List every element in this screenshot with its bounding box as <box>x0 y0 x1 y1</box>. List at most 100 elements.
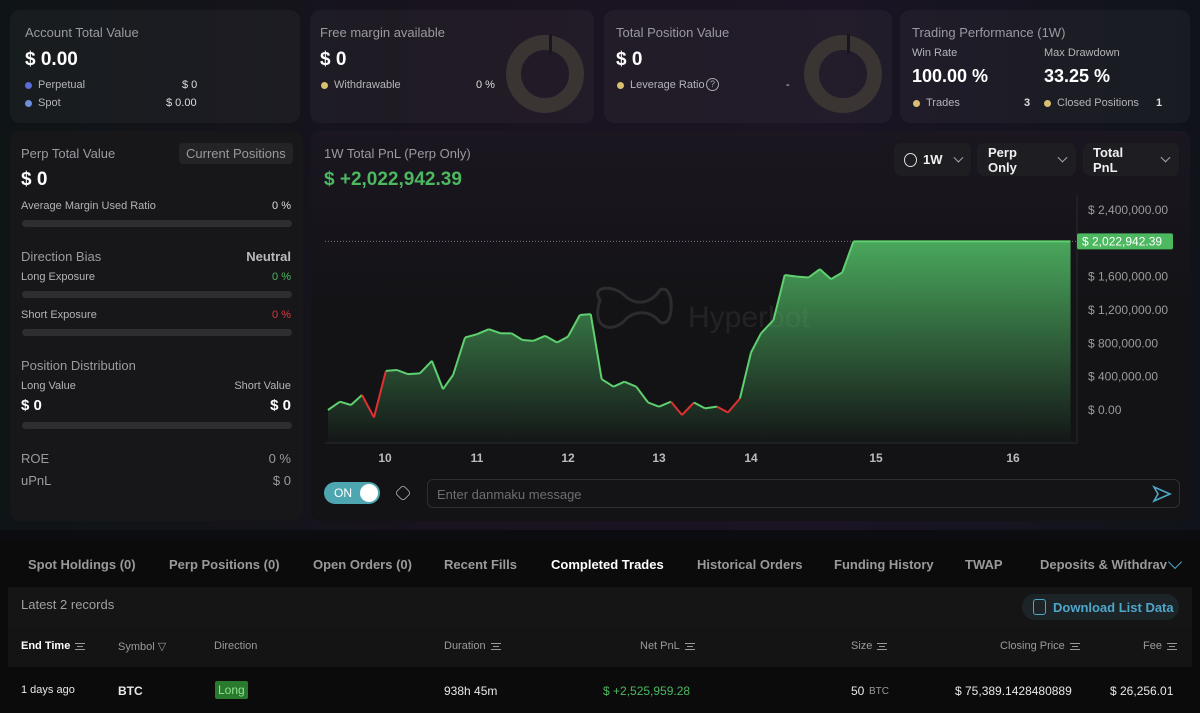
filter-icon[interactable]: ▽ <box>154 641 167 653</box>
legend-dot <box>617 82 624 89</box>
download-icon <box>1033 599 1046 615</box>
column-header[interactable]: Closing Price <box>1000 640 1080 652</box>
spot-label: Spot <box>38 97 61 109</box>
current-positions-button[interactable]: Current Positions <box>179 143 293 164</box>
pnl-line-segment <box>579 313 591 316</box>
y-tick-label: $ 800,000.00 <box>1088 336 1158 350</box>
sort-icon[interactable] <box>684 642 695 650</box>
help-icon[interactable]: ? <box>706 78 719 91</box>
pnl-line-segment <box>407 372 421 376</box>
pnl-line-segment <box>797 275 809 279</box>
sort-icon[interactable] <box>1069 642 1080 650</box>
short-value: $ 0 <box>270 397 291 414</box>
pnl-line-segment <box>727 397 741 414</box>
pnl-line-segment <box>419 360 433 375</box>
cell-symbol[interactable]: BTC <box>118 684 143 698</box>
pnl-line-segment <box>544 334 558 344</box>
records-bar: Latest 2 records Download List Data <box>8 587 1192 627</box>
direction-bias-label: Direction Bias <box>21 249 102 264</box>
closed-value: 1 <box>1156 97 1163 109</box>
column-header[interactable]: Fee <box>1143 640 1177 652</box>
tab-deposits-withdrav[interactable]: Deposits & Withdrav <box>1040 557 1168 572</box>
tab-funding-history[interactable]: Funding History <box>834 557 934 572</box>
pnl-line-segment <box>488 328 501 335</box>
tab-open-orders[interactable]: Open Orders (0) <box>313 557 412 572</box>
tab-recent-fills[interactable]: Recent Fills <box>444 557 517 572</box>
cell-duration: 938h 45m <box>444 684 498 698</box>
direction-bias-value: Neutral <box>246 249 291 264</box>
pnl-area <box>327 241 1071 443</box>
table-header <box>8 627 1192 667</box>
account-value: $ 0.00 <box>25 49 78 70</box>
column-header[interactable]: Net PnL <box>640 640 695 652</box>
long-value: $ 0 <box>21 397 42 414</box>
download-button[interactable]: Download List Data <box>1022 594 1179 620</box>
pnl-line-segment <box>772 274 786 321</box>
x-tick-label: 13 <box>652 451 666 465</box>
column-header[interactable]: Duration <box>444 640 501 652</box>
pnl-line-segment <box>533 334 546 342</box>
clock-icon <box>904 152 917 167</box>
legend-dot <box>25 100 32 107</box>
pnl-line-segment <box>476 328 490 336</box>
x-tick-label: 14 <box>744 451 758 465</box>
pnl-line-segment <box>658 400 672 408</box>
pnl-line-segment <box>372 370 387 418</box>
metric-value: Total PnL <box>1093 144 1124 175</box>
perp-value: $ 0 <box>21 169 48 190</box>
margin-value: $ 0 <box>320 49 347 70</box>
pnl-line-segment <box>647 401 660 408</box>
margin-ratio-label: Average Margin Used Ratio <box>21 200 156 212</box>
pnl-line-segment <box>670 401 683 416</box>
danmaku-input[interactable]: Enter danmaku message <box>427 479 1180 508</box>
column-header[interactable]: Symbol ▽ <box>118 640 166 653</box>
perp-summary-panel: Perp Total Value Current Positions $ 0 A… <box>10 131 303 521</box>
leverage-label: Leverage Ratio <box>630 79 705 91</box>
column-header[interactable]: Size <box>851 640 888 652</box>
cell-unit: BTC <box>869 686 889 697</box>
x-tick-label: 11 <box>471 451 484 465</box>
tab-twap[interactable]: TWAP <box>965 557 1003 572</box>
period-select[interactable]: 1W <box>894 143 971 176</box>
pnl-line-segment <box>567 314 581 338</box>
short-exposure-value: 0 % <box>272 309 291 321</box>
send-icon[interactable] <box>1152 485 1172 503</box>
pnl-line-segment <box>385 369 398 372</box>
download-label: Download List Data <box>1053 600 1174 615</box>
scope-value: Perp Only <box>988 144 1017 175</box>
column-label: Symbol <box>118 641 155 653</box>
tab-perp-positions[interactable]: Perp Positions (0) <box>169 557 280 572</box>
scope-select[interactable]: Perp Only <box>977 143 1076 176</box>
pnl-line-segment <box>750 332 762 353</box>
tab-spot-holdings[interactable]: Spot Holdings (0) <box>28 557 136 572</box>
drawdown-label: Max Drawdown <box>1044 47 1120 59</box>
legend-dot <box>25 82 32 89</box>
trades-value: 3 <box>1024 97 1031 109</box>
danmaku-toggle[interactable]: ON <box>324 482 380 504</box>
pnl-line-segment <box>442 374 454 390</box>
pnl-line-segment <box>522 339 534 342</box>
panel-title: Perp Total Value <box>21 146 116 161</box>
card-title: Account Total Value <box>25 25 139 40</box>
tab-historical-orders[interactable]: Historical Orders <box>697 557 803 572</box>
column-header[interactable]: End Time <box>21 640 86 652</box>
tab-completed-trades[interactable]: Completed Trades <box>551 557 664 572</box>
distribution-label: Position Distribution <box>21 358 136 373</box>
pnl-line-segment <box>396 369 409 376</box>
x-tick-label: 12 <box>561 451 575 465</box>
position-value-card: Total Position Value $ 0 Leverage Ratio … <box>604 10 892 123</box>
column-label: Size <box>851 640 873 652</box>
cell-size: 50 <box>851 684 865 698</box>
sort-icon[interactable] <box>75 642 86 650</box>
sort-icon[interactable] <box>877 642 888 650</box>
sort-icon[interactable] <box>490 642 501 650</box>
drawdown-value: 33.25 % <box>1044 66 1111 86</box>
column-label: Net PnL <box>640 640 680 652</box>
sort-icon[interactable] <box>1166 642 1177 650</box>
pnl-line-segment <box>613 380 625 388</box>
column-header[interactable]: Direction <box>214 640 257 652</box>
legend-dot <box>913 100 920 107</box>
long-exposure-value: 0 % <box>272 271 291 283</box>
pnl-line-segment <box>452 337 466 376</box>
metric-select[interactable]: Total PnL <box>1083 143 1179 176</box>
